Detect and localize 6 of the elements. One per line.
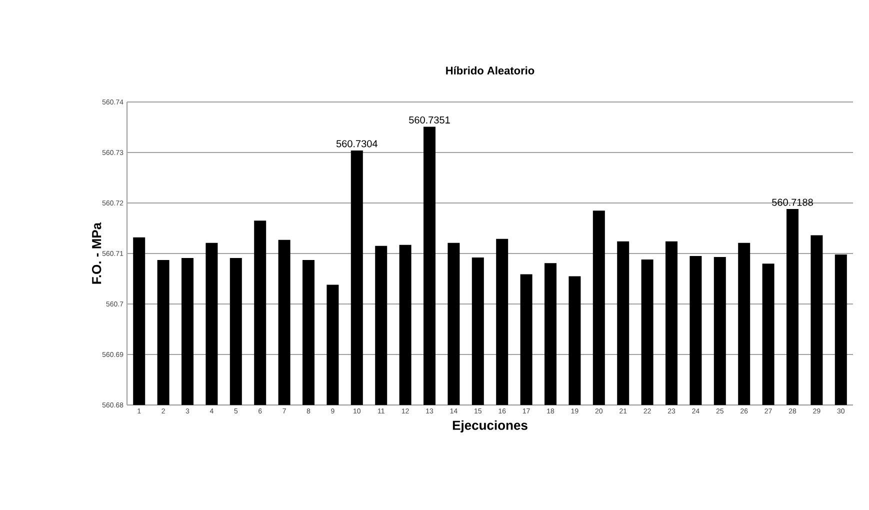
data-label: 560.7304 xyxy=(336,140,378,148)
x-axis-title: Ejecuciones xyxy=(452,420,528,432)
chart-title: Híbrido Aleatorio xyxy=(446,66,534,74)
data-label: 560.7188 xyxy=(772,198,813,206)
data-label: 560.7351 xyxy=(409,116,450,124)
y-axis-title: F.O. - MPa xyxy=(92,222,102,284)
